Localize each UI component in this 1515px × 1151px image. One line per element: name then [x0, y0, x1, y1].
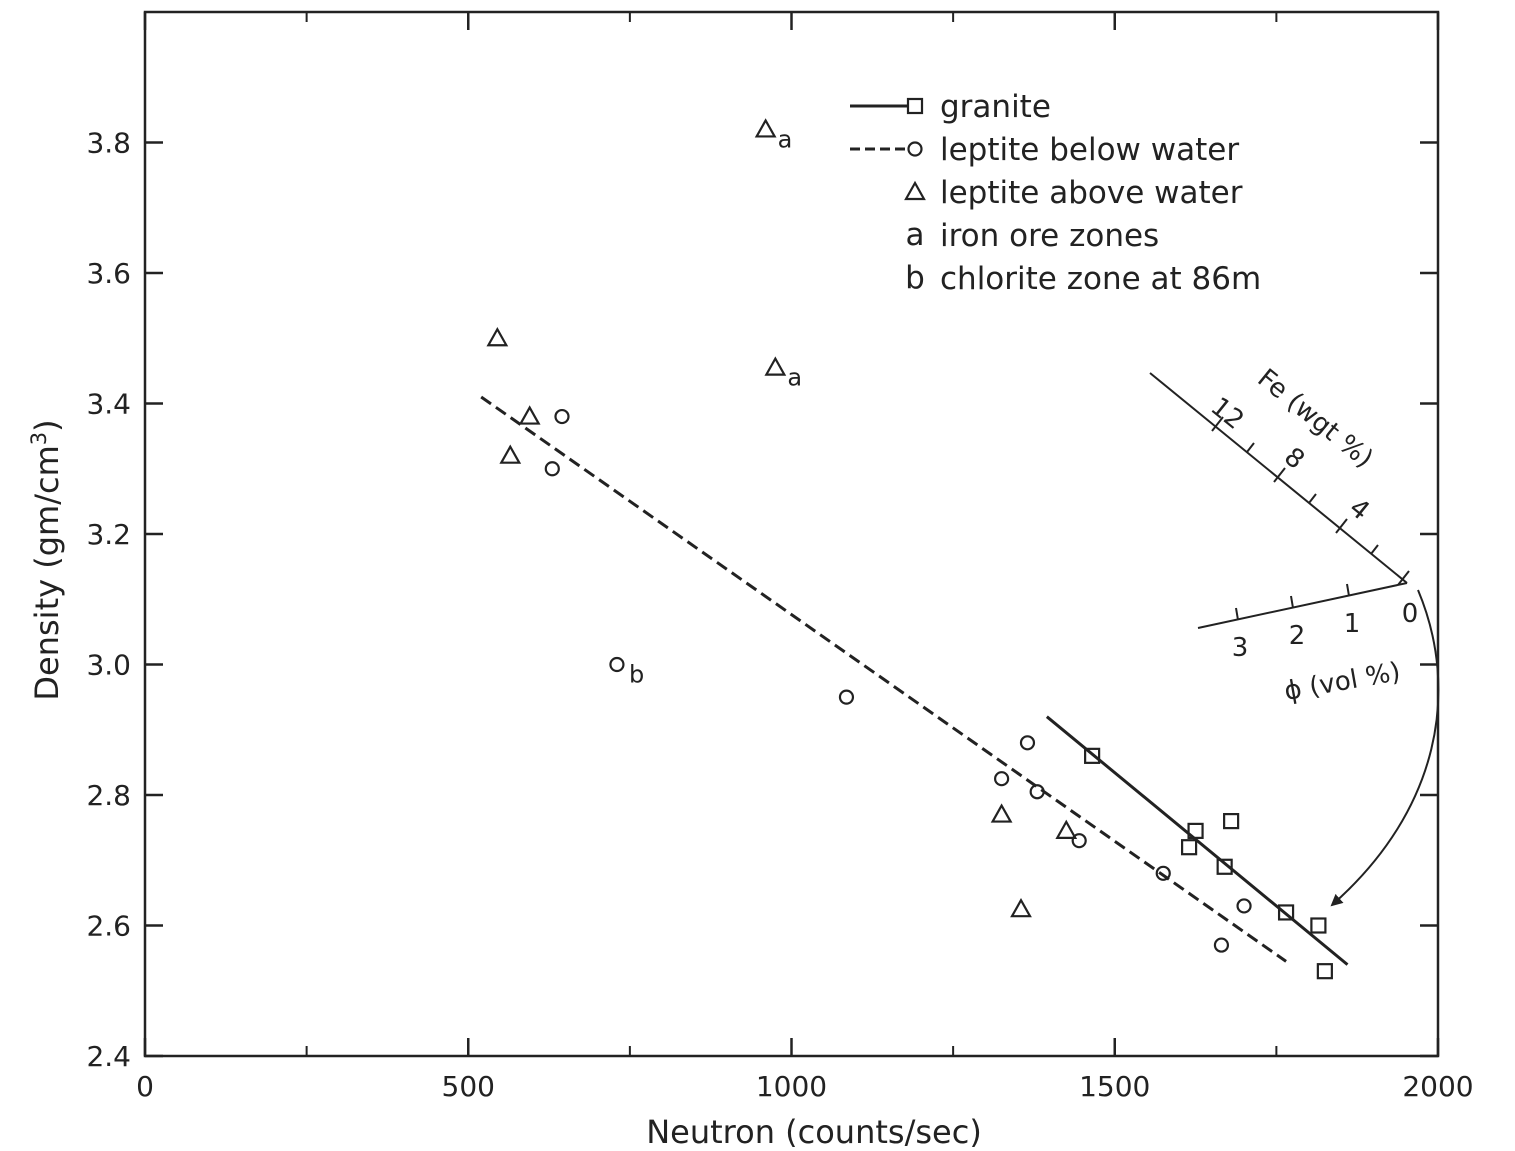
legend-entry-label: leptite below water [940, 132, 1239, 168]
point-annotation: a [778, 125, 793, 153]
legend-entry-label: granite [940, 89, 1051, 125]
y-tick-label: 2.4 [86, 1040, 131, 1073]
point-circle [1213, 937, 1230, 953]
point-circle [1071, 833, 1087, 849]
correction-arrow [1330, 589, 1440, 907]
y-axis-title-suffix: ) [28, 419, 66, 431]
x-tick-label: 500 [442, 1070, 495, 1103]
y-tick-label: 2.8 [86, 779, 131, 812]
x-axis-title: Neutron (counts/sec) [646, 1113, 982, 1151]
point-triangle [499, 444, 522, 464]
point-square [1316, 963, 1333, 980]
legend-letter: b [905, 260, 925, 296]
point-annotation: b [629, 661, 644, 689]
phi-tick-label-2: 2 [1289, 621, 1306, 651]
point-triangle [754, 118, 777, 138]
point-annotation: a [787, 364, 802, 392]
fit-line-circle [480, 395, 1287, 963]
fe-tick-12 [1211, 416, 1224, 432]
point-square [1180, 839, 1198, 856]
point-triangle [990, 803, 1013, 823]
point-square [1223, 812, 1240, 830]
fe-tick-label-12: 12 [1205, 392, 1250, 436]
point-triangle [1010, 897, 1032, 918]
point-circle [1019, 735, 1036, 751]
x-tick-label: 2000 [1402, 1070, 1473, 1103]
y-tick-label: 3.2 [86, 518, 131, 551]
x-tick-label: 1000 [756, 1070, 827, 1103]
legend-symbol-square [906, 97, 924, 115]
legend-entry-label: iron ore zones [940, 218, 1159, 254]
phi-tick-1 [1346, 583, 1350, 597]
markers: baa [486, 118, 1333, 980]
point-circle [609, 656, 625, 673]
point-triangle [518, 405, 541, 425]
point-triangle [764, 356, 787, 376]
legend-symbol-circle [907, 141, 923, 157]
legend-symbol-triangle [904, 180, 926, 201]
y-axis-title-superscript: 3 [27, 432, 51, 445]
fe-tick-2 [1370, 544, 1379, 555]
point-circle [544, 461, 560, 477]
phi-tick-label-1: 1 [1344, 609, 1361, 639]
fe-tick-0 [1397, 570, 1410, 586]
phi-tick-2 [1290, 595, 1294, 609]
fe-tick-10 [1246, 442, 1255, 453]
x-tick-label: 1500 [1079, 1070, 1150, 1103]
y-tick-label: 3.8 [86, 127, 131, 160]
phi-tick-label-3: 3 [1232, 633, 1249, 663]
fe-tick-6 [1308, 493, 1317, 504]
point-circle [1236, 898, 1252, 914]
fit-lines [480, 395, 1349, 966]
legend-letter: a [906, 217, 925, 253]
y-axis-title: Density (gm/cm3) [27, 419, 66, 700]
legend-entry-label: chlorite zone at 86m [940, 261, 1261, 297]
point-square [1277, 904, 1295, 921]
axis-ticks [143, 12, 1440, 1058]
point-square [1187, 822, 1204, 839]
y-tick-label: 2.6 [86, 910, 131, 943]
point-circle [994, 771, 1010, 787]
phi-scale-label: ϕ (vol %) [1282, 657, 1403, 707]
nomogram-origin-label: 0 [1402, 599, 1419, 629]
x-tick-label: 0 [136, 1070, 154, 1103]
fe-tick-4 [1335, 518, 1348, 534]
point-circle [1029, 784, 1045, 800]
fe-scale-label: Fe (wgt %) [1252, 363, 1379, 474]
legend-entry-label: leptite above water [940, 175, 1243, 211]
phi-scale-line [1197, 582, 1408, 629]
fe-tick-8 [1273, 467, 1286, 483]
legend: granite leptite below water leptite above … [850, 89, 1261, 297]
point-circle [554, 408, 570, 425]
tick-labels: 0 500 1000 1500 2000 2.4 2.6 2.8 3.0 3.2 3.4 3.6 3.8 [86, 127, 1473, 1104]
fe-scale-line [1149, 372, 1408, 584]
phi-tick-3 [1235, 607, 1239, 621]
point-square [1216, 858, 1233, 875]
point-circle [838, 689, 855, 705]
y-tick-label: 3.4 [86, 388, 131, 421]
y-tick-label: 3.6 [86, 257, 131, 290]
point-circle [1155, 865, 1171, 881]
point-square [1310, 917, 1327, 934]
point-triangle [1055, 819, 1078, 839]
point-triangle [486, 327, 509, 347]
y-axis-title-main: Density (gm/cm [28, 445, 66, 700]
fe-tick-label-4: 4 [1343, 493, 1375, 527]
y-tick-label: 3.0 [86, 649, 131, 682]
point-square [1084, 747, 1101, 764]
